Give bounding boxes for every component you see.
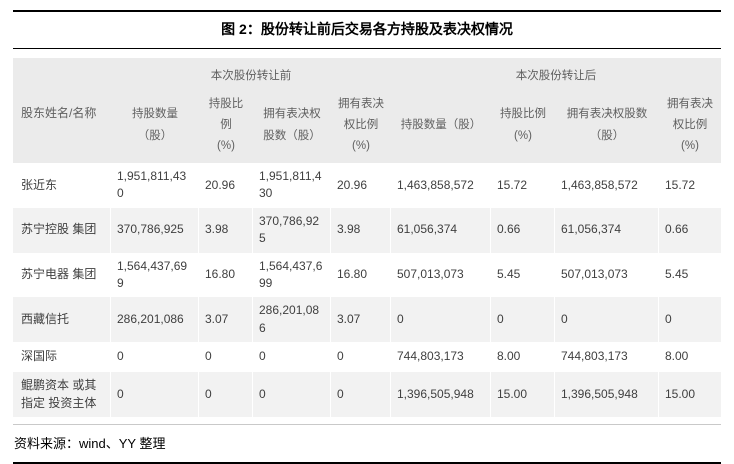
value-cell: 20.96 — [331, 163, 391, 208]
value-cell: 744,803,173 — [391, 342, 491, 373]
value-cell: 1,396,505,948 — [555, 372, 659, 417]
value-cell: 0 — [253, 342, 331, 373]
shareholder-name-cell: 鲲鹏资本 或其指定 投资主体 — [13, 372, 111, 417]
value-cell: 0.66 — [659, 207, 721, 253]
table-row: 苏宁控股 集团 370,786,925 3.98 370,786,925 3.9… — [13, 207, 721, 253]
value-cell: 1,564,437,699 — [111, 252, 199, 298]
value-cell: 1,396,505,948 — [391, 372, 491, 417]
value-cell: 0 — [199, 342, 253, 373]
value-cell: 15.72 — [491, 163, 555, 208]
table-sub-header-row: 持股数量 （股） 持股比 例 (%) 拥有表决权 股数（股） 拥有表决 权比例 … — [13, 88, 721, 163]
value-cell: 3.07 — [331, 297, 391, 343]
value-cell: 1,564,437,699 — [253, 252, 331, 298]
group-header-before-transfer: 本次股份转让前 — [111, 58, 391, 88]
figure-title: 图 2：股份转让前后交易各方持股及表决权情况 — [13, 10, 721, 49]
table-row: 张近东 1,951,811,430 20.96 1,951,811,430 20… — [13, 163, 721, 208]
col-header-shareholder-name: 股东姓名/名称 — [13, 58, 111, 163]
shareholder-name-cell: 张近东 — [13, 163, 111, 208]
col-header-voting-shares-before: 拥有表决权 股数（股） — [253, 88, 331, 163]
value-cell: 3.98 — [331, 207, 391, 253]
value-cell: 286,201,086 — [253, 297, 331, 343]
value-cell: 5.45 — [491, 252, 555, 298]
shareholder-name-cell: 苏宁控股 集团 — [13, 207, 111, 253]
value-cell: 0 — [331, 372, 391, 417]
value-cell: 16.80 — [331, 252, 391, 298]
value-cell: 1,463,858,572 — [555, 163, 659, 208]
col-header-voting-ratio-after: 拥有表决 权比例 (%) — [659, 88, 721, 163]
value-cell: 61,056,374 — [555, 207, 659, 253]
value-cell: 5.45 — [659, 252, 721, 298]
value-cell: 744,803,173 — [555, 342, 659, 373]
value-cell: 0 — [111, 342, 199, 373]
value-cell: 0.66 — [491, 207, 555, 253]
table-row: 苏宁电器 集团 1,564,437,699 16.80 1,564,437,69… — [13, 252, 721, 298]
value-cell: 0 — [111, 372, 199, 417]
table-row: 西藏信托 286,201,086 3.07 286,201,086 3.07 0… — [13, 297, 721, 343]
col-header-shares-held-before: 持股数量 （股） — [111, 88, 199, 163]
value-cell: 16.80 — [199, 252, 253, 298]
value-cell: 286,201,086 — [111, 297, 199, 343]
shareholder-name-cell: 苏宁电器 集团 — [13, 252, 111, 298]
value-cell: 0 — [391, 297, 491, 343]
source-note: 资料来源：wind、YY 整理 — [13, 423, 721, 464]
value-cell: 15.72 — [659, 163, 721, 208]
value-cell: 1,951,811,430 — [253, 163, 331, 208]
shareholding-table: 股东姓名/名称 本次股份转让前 本次股份转让后 持股数量 （股） 持股比 例 (… — [13, 58, 721, 417]
value-cell: 0 — [199, 372, 253, 417]
value-cell: 370,786,925 — [253, 207, 331, 253]
value-cell: 370,786,925 — [111, 207, 199, 253]
table-group-header-row: 股东姓名/名称 本次股份转让前 本次股份转让后 — [13, 58, 721, 163]
value-cell: 61,056,374 — [391, 207, 491, 253]
col-header-shares-held-after: 持股数量（股） — [391, 88, 491, 163]
value-cell: 1,463,858,572 — [391, 163, 491, 208]
col-header-share-ratio-before: 持股比 例 (%) — [199, 88, 253, 163]
shareholder-name-cell: 西藏信托 — [13, 297, 111, 343]
col-header-share-ratio-after: 持股比例 (%) — [491, 88, 555, 163]
value-cell: 0 — [331, 342, 391, 373]
value-cell: 15.00 — [491, 372, 555, 417]
value-cell: 0 — [253, 372, 331, 417]
value-cell: 1,951,811,430 — [111, 163, 199, 208]
value-cell: 0 — [491, 297, 555, 343]
col-header-voting-ratio-before: 拥有表决 权比例 (%) — [331, 88, 391, 163]
shareholder-name-cell: 深国际 — [13, 342, 111, 373]
value-cell: 0 — [659, 297, 721, 343]
col-header-voting-shares-after: 拥有表决权股数 （股） — [555, 88, 659, 163]
value-cell: 3.98 — [199, 207, 253, 253]
value-cell: 20.96 — [199, 163, 253, 208]
value-cell: 15.00 — [659, 372, 721, 417]
table-row: 深国际 0 0 0 0 744,803,173 8.00 744,803,173… — [13, 342, 721, 373]
table-row: 鲲鹏资本 或其指定 投资主体 0 0 0 0 1,396,505,948 15.… — [13, 372, 721, 417]
value-cell: 0 — [555, 297, 659, 343]
value-cell: 507,013,073 — [555, 252, 659, 298]
group-header-after-transfer: 本次股份转让后 — [391, 58, 721, 88]
value-cell: 507,013,073 — [391, 252, 491, 298]
value-cell: 8.00 — [491, 342, 555, 373]
value-cell: 3.07 — [199, 297, 253, 343]
value-cell: 8.00 — [659, 342, 721, 373]
